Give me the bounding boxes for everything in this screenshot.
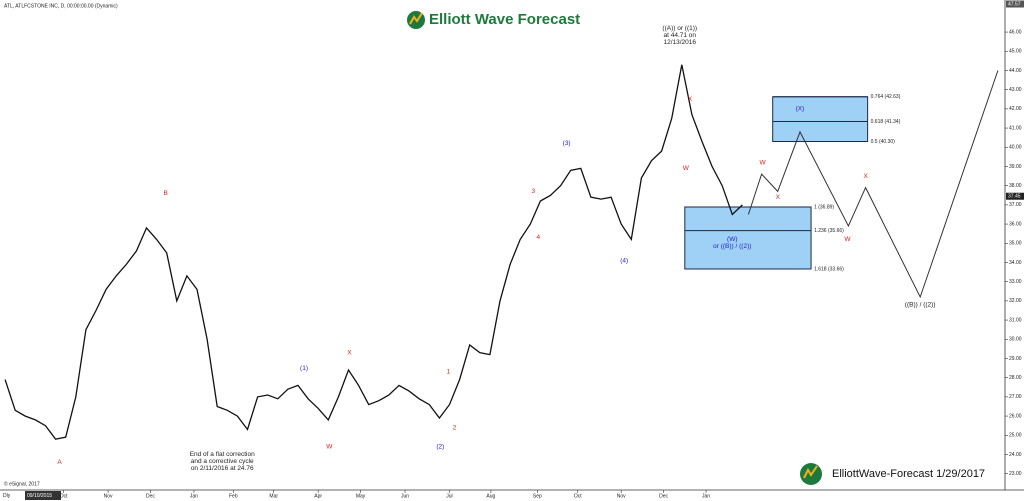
- y-tick-label: 37.00: [1009, 202, 1022, 208]
- y-tick-label: 35.00: [1009, 241, 1022, 247]
- y-tick-label: 29.00: [1009, 356, 1022, 362]
- price-marker-box: [1006, 192, 1024, 200]
- wave-label: X: [347, 349, 352, 356]
- y-tick-label: 26.00: [1009, 413, 1022, 419]
- instrument: ATL, ATLFCSTONE INC, D, 00:00:00.00 (Dyn…: [4, 3, 118, 9]
- x-tick-label: Mar: [269, 493, 278, 499]
- interval: Dly: [3, 493, 11, 499]
- wave-label: (3): [563, 140, 571, 147]
- x-tick-label: Nov: [617, 493, 626, 499]
- wave-label: (X): [796, 106, 805, 113]
- wave-label: (W): [727, 236, 737, 243]
- y-tick-label: 41.00: [1009, 125, 1022, 131]
- wave-label: X: [863, 173, 868, 180]
- y-tick-label: 28.00: [1009, 375, 1022, 381]
- title: Elliott Wave Forecast: [429, 11, 580, 28]
- x-tick-label: Aug: [486, 493, 495, 499]
- y-tick-label: 24.00: [1009, 452, 1022, 458]
- wave-label: 3: [531, 188, 535, 195]
- fib-level-label: 1.618 (33.66): [814, 266, 844, 272]
- x-tick-label: Jan: [702, 493, 710, 499]
- x-tick-label: Dec: [659, 493, 668, 499]
- wave-label: 1: [447, 369, 451, 376]
- fib-level-label: 0.764 (42.63): [871, 94, 901, 100]
- wave-label: W: [683, 165, 690, 172]
- wave-label: 12/13/2016: [663, 39, 696, 46]
- wave-label: ((A)) or ((1)): [662, 25, 697, 32]
- wave-label: (2): [436, 444, 444, 451]
- x-tick-label: Dec: [146, 493, 155, 499]
- wave-label: A: [57, 459, 62, 466]
- logo-wave: [803, 465, 818, 479]
- x-tick-label: Sep: [533, 493, 542, 499]
- logo-top: Elliott Wave Forecast: [407, 11, 580, 29]
- wave-label: X: [688, 96, 693, 103]
- x-tick-label: Feb: [229, 493, 238, 499]
- x-tick-label: Oct: [574, 493, 582, 499]
- price-marker: 47.57: [1008, 1, 1021, 7]
- price-marker: 37.45: [1008, 194, 1021, 200]
- y-tick-label: 38.00: [1009, 183, 1022, 189]
- logo-wave: [409, 12, 423, 25]
- y-tick-label: 32.00: [1009, 298, 1022, 304]
- copyright: © eSignal, 2017: [4, 480, 40, 487]
- wave-label: (1): [300, 365, 308, 372]
- x-tick-label: Nov: [104, 493, 113, 499]
- wave-label: at 44.71 on: [663, 32, 696, 39]
- price-line: [4, 64, 743, 440]
- y-tick-label: 45.00: [1009, 49, 1022, 55]
- x-tick-label: Jul: [446, 493, 452, 499]
- fib-zone: [772, 96, 869, 143]
- wave-label: (4): [620, 257, 628, 264]
- y-tick-label: 43.00: [1009, 87, 1022, 93]
- wave-label: 2: [453, 424, 457, 431]
- y-tick-label: 30.00: [1009, 337, 1022, 343]
- y-tick-label: 25.00: [1009, 433, 1022, 439]
- x-tick-label: Oct: [60, 493, 68, 499]
- wave-label: B: [163, 190, 167, 197]
- fib-zone: [684, 206, 812, 270]
- x-tick-label: Apr: [314, 493, 322, 499]
- wave-label: X: [776, 194, 781, 201]
- wave-label: or ((B)) / ((2)): [713, 243, 751, 250]
- y-tick-label: 44.00: [1009, 68, 1022, 74]
- wave-label: on 2/11/2016 at 24.76: [191, 465, 254, 472]
- wave-label: W: [326, 444, 333, 451]
- x-tick-label: Jan: [190, 493, 198, 499]
- wave-label: ((B)) / ((2)): [905, 301, 936, 308]
- wave-label: W: [844, 236, 851, 243]
- y-tick-label: 23.00: [1009, 471, 1022, 477]
- price-line: [747, 70, 999, 299]
- y-tick-label: 40.00: [1009, 145, 1022, 151]
- wave-label: and a corrective cycle: [191, 458, 254, 465]
- footer: ElliottWave-Forecast 1/29/2017: [832, 468, 985, 480]
- logo-bottom: ElliottWave-Forecast 1/29/2017: [800, 463, 985, 485]
- y-tick-label: 34.00: [1009, 260, 1022, 266]
- fib-level-label: 0.5 (40.30): [871, 139, 896, 145]
- wave-label: 4: [537, 234, 541, 241]
- price-marker-box: [1006, 0, 1024, 8]
- x-tick-label: Jun: [401, 493, 409, 499]
- y-tick-label: 33.00: [1009, 279, 1022, 285]
- wave-label: End of a flat correction: [190, 451, 255, 458]
- wave-label: W: [760, 159, 767, 166]
- y-tick-label: 36.00: [1009, 221, 1022, 227]
- cursor-date: 09/10/2015: [27, 493, 52, 499]
- fib-level-label: 1 (36.89): [814, 204, 834, 210]
- x-tick-label: May: [356, 493, 366, 499]
- cursor-date-box: [25, 491, 61, 500]
- fib-level-label: 1.236 (35.66): [814, 228, 844, 234]
- y-tick-label: 42.00: [1009, 106, 1022, 112]
- y-tick-label: 46.00: [1009, 29, 1022, 35]
- y-tick-label: 31.00: [1009, 317, 1022, 323]
- fib-level-label: 0.618 (41.34): [871, 119, 901, 125]
- y-tick-label: 27.00: [1009, 394, 1022, 400]
- y-tick-label: 39.00: [1009, 164, 1022, 170]
